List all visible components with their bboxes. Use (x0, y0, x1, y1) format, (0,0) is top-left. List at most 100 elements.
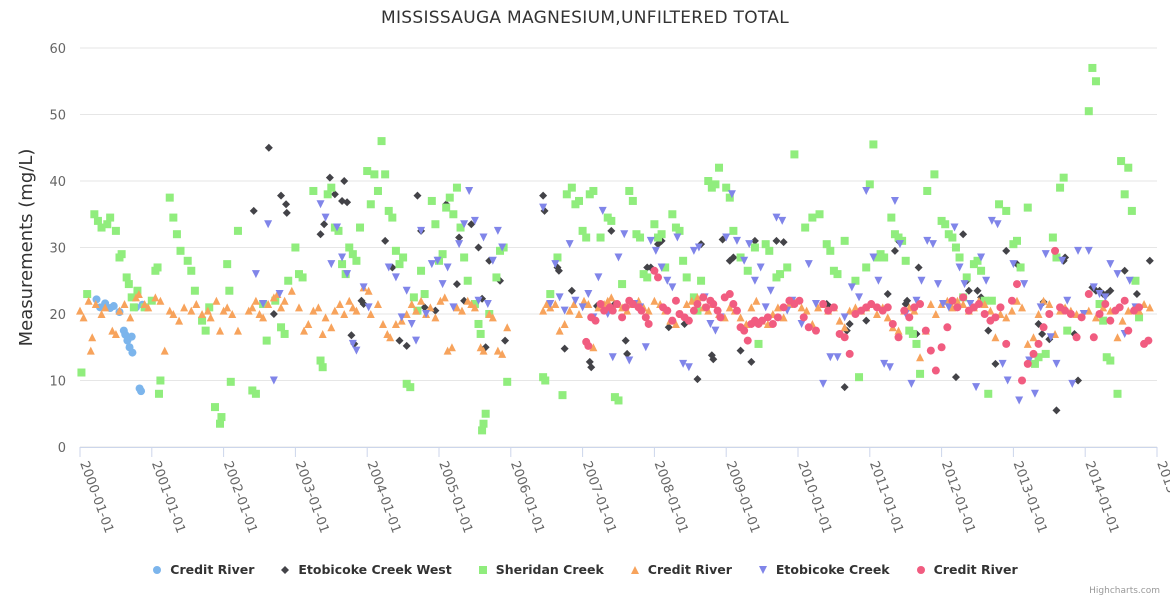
data-point: Sheridan Creek: 45.5 (869, 140, 878, 149)
data-point: Credit River: 21 (1115, 303, 1124, 312)
data-point: Sheridan Creek: 10 (541, 376, 550, 385)
data-point: Etobicoke Creek West: 32.5 (607, 226, 616, 235)
data-point: Etobicoke Creek: 30.5 (455, 240, 464, 249)
data-point: Etobicoke Creek West: 14.8 (560, 344, 569, 353)
data-point: Etobicoke Creek: 10 (269, 376, 278, 385)
data-point: Sheridan Creek: 33.5 (431, 220, 440, 229)
data-point: Credit River: 20.5 (802, 306, 811, 315)
data-point: Credit River: 23 (134, 290, 143, 299)
data-point: Credit River: 16.5 (1089, 333, 1098, 342)
data-point: Etobicoke Creek: 16 (412, 336, 421, 345)
x-tick-label: 2006-01-01 (507, 459, 547, 535)
data-point: Sheridan Creek: 31.5 (1048, 233, 1057, 242)
data-point: Credit River: 18.5 (304, 319, 313, 328)
data-point: Credit River: 22.5 (959, 293, 968, 302)
data-point: Credit River: 14.5 (493, 346, 502, 355)
data-point: Sheridan Creek: 42 (1124, 163, 1133, 172)
data-point: Sheridan Creek: 27 (661, 263, 670, 272)
data-point: Sheridan Creek: 26 (776, 270, 785, 279)
legend-item[interactable]: Credit River (916, 562, 1018, 577)
data-point: Etobicoke Creek West: 38 (330, 190, 339, 199)
data-point: Sheridan Creek: 26.5 (977, 266, 986, 275)
data-point: Credit River: 21.5 (980, 300, 989, 309)
legend-item[interactable]: Credit River (630, 562, 732, 577)
data-point: Sheridan Creek: 18 (277, 323, 286, 332)
legend-item[interactable]: Etobicoke Creek (758, 562, 890, 577)
data-point: Etobicoke Creek West: 40 (340, 177, 349, 185)
data-point: Credit River: 14.5 (86, 346, 95, 355)
data-point: Credit River: 14.5 (926, 346, 935, 355)
data-point: Sheridan Creek: 39 (1056, 183, 1065, 192)
data-point: Credit River: 17.5 (108, 326, 117, 335)
data-point: Credit River: 20 (402, 310, 411, 318)
data-point: Etobicoke Creek West: 40.5 (325, 173, 334, 182)
data-point: Sheridan Creek: 25 (851, 276, 860, 285)
data-point: Credit River: 20.5 (187, 306, 196, 315)
data-point: Etobicoke Creek: 27.5 (1009, 260, 1018, 269)
data-point: Sheridan Creek: 35.5 (1002, 206, 1011, 215)
data-point: Etobicoke Creek West: 31 (750, 236, 759, 245)
data-point: Sheridan Creek: 34.5 (887, 213, 896, 222)
data-point: Credit River: 21.5 (264, 300, 273, 309)
data-point: Sheridan Creek: 34.5 (808, 213, 817, 222)
y-tick-label: 20 (49, 308, 66, 323)
data-point: Sheridan Creek: 25.5 (492, 273, 501, 282)
x-tick-label: 2013-01-01 (1010, 459, 1050, 535)
data-point: Etobicoke Creek West: 21.5 (359, 300, 368, 309)
data-point: Credit River: 18 (327, 323, 336, 332)
data-point: Sheridan Creek: 24.5 (124, 280, 133, 289)
data-point: Sheridan Creek: 29 (348, 250, 357, 259)
data-point: Etobicoke Creek West: 37.8 (539, 191, 548, 200)
data-point: Etobicoke Creek: 25 (874, 276, 883, 285)
data-point: Etobicoke Creek: 23 (275, 290, 284, 299)
data-point: Credit River: 29.5 (1051, 246, 1060, 255)
legend-item[interactable]: Etobicoke Creek West (280, 562, 452, 577)
data-point: Sheridan Creek: 5 (481, 409, 490, 418)
data-point: Sheridan Creek: 38.5 (625, 186, 634, 195)
data-point: Credit River: 21 (829, 303, 838, 312)
data-point: Etobicoke Creek West: 20 (269, 310, 278, 318)
data-point: Etobicoke Creek: 12 (684, 363, 693, 372)
legend-marker (478, 565, 487, 574)
legend-item[interactable]: Credit River (152, 562, 254, 577)
data-point: Etobicoke Creek: 33.5 (460, 220, 469, 229)
data-point: Etobicoke Creek: 9.5 (907, 379, 916, 388)
data-point: Sheridan Creek: 17 (908, 329, 917, 338)
data-point: Sheridan Creek: 28 (679, 256, 688, 265)
data-point: Etobicoke Creek West: 33.5 (320, 220, 329, 229)
data-point: Sheridan Creek: 39 (327, 183, 336, 192)
data-point: Sheridan Creek: 11 (916, 369, 925, 378)
data-point: Credit River: 26.5 (650, 266, 659, 275)
data-point: Credit River: 17.5 (811, 326, 820, 335)
credits-link[interactable]: Highcharts.com (1089, 586, 1160, 596)
data-point: Credit River: 14.5 (479, 346, 488, 355)
data-point: Credit River: 19.5 (206, 313, 215, 322)
data-point: Sheridan Creek: 13 (1106, 356, 1115, 365)
x-tick-label: 2002-01-01 (220, 459, 260, 535)
data-point: Credit River: 21.5 (192, 300, 201, 309)
data-point: Etobicoke Creek West: 17.5 (984, 326, 993, 335)
data-point: Credit River: 21 (953, 303, 962, 312)
data-point: Etobicoke Creek: 28.5 (869, 253, 878, 262)
data-point: Sheridan Creek: 8 (154, 389, 163, 398)
data-point: Etobicoke Creek West: 24.5 (452, 280, 461, 289)
data-point: Sheridan Creek: 27 (783, 263, 792, 272)
data-point: Credit River: 16.5 (1029, 333, 1038, 342)
legend-marker (758, 565, 767, 574)
data-point: Etobicoke Creek West: 13.2 (709, 355, 718, 364)
data-point: Credit River: 21 (779, 303, 788, 312)
data-point: Credit River: 23 (1084, 290, 1093, 299)
data-point: Credit River: 17.5 (216, 326, 225, 335)
data-point: Sheridan Creek: 28 (901, 256, 910, 265)
data-point: Etobicoke Creek: 29.5 (651, 246, 660, 255)
data-point: Sheridan Creek: 19 (1099, 316, 1108, 325)
data-point: Credit River: 20.5 (165, 306, 174, 315)
data-point: Sheridan Creek: 55 (1091, 77, 1100, 86)
data-point: Sheridan Creek: 39 (567, 183, 576, 192)
data-point: Etobicoke Creek: 12.5 (1052, 359, 1061, 368)
data-point: Credit River: 22 (251, 296, 260, 305)
legend-label: Credit River (647, 562, 732, 577)
data-point: Sheridan Creek: 31 (840, 236, 849, 245)
legend-item[interactable]: Sheridan Creek (478, 562, 604, 577)
data-point: Sheridan Creek: 44 (790, 150, 799, 159)
